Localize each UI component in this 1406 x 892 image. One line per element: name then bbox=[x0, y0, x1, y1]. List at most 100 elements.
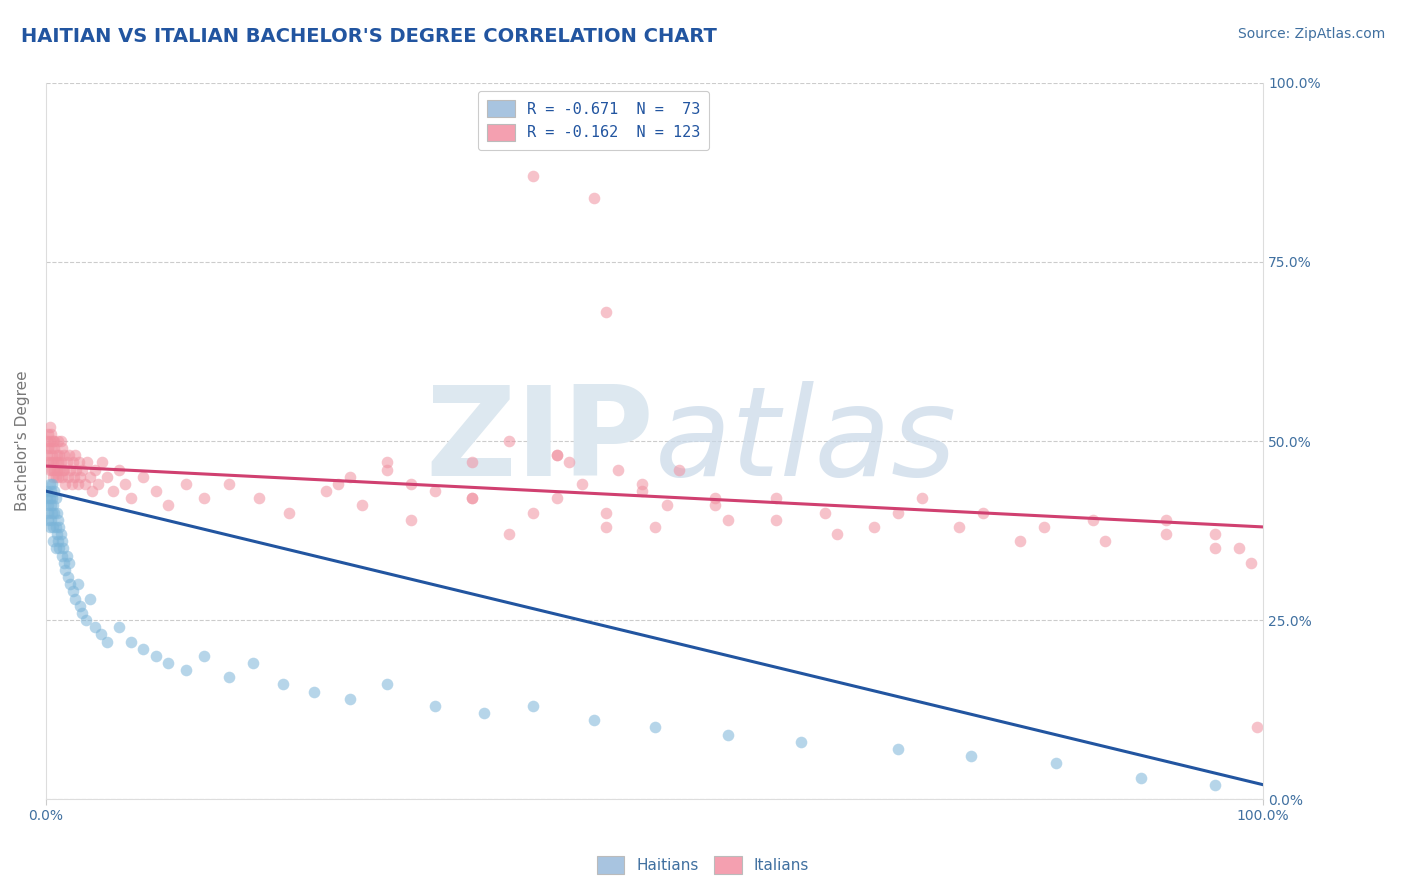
Point bbox=[91, 455, 114, 469]
Point bbox=[41, 463, 63, 477]
Legend: R = -0.671  N =  73, R = -0.162  N = 123: R = -0.671 N = 73, R = -0.162 N = 123 bbox=[478, 91, 710, 151]
Point bbox=[42, 520, 65, 534]
Point bbox=[339, 691, 361, 706]
Point bbox=[41, 448, 63, 462]
Point bbox=[38, 419, 60, 434]
Point bbox=[45, 448, 67, 462]
Point bbox=[69, 470, 91, 484]
Point bbox=[218, 670, 240, 684]
Point bbox=[352, 499, 374, 513]
Point bbox=[101, 484, 124, 499]
Point bbox=[37, 499, 59, 513]
Point bbox=[156, 656, 179, 670]
Point bbox=[193, 648, 215, 663]
Point bbox=[1154, 527, 1177, 541]
Point bbox=[45, 541, 67, 556]
Point bbox=[41, 477, 63, 491]
Point bbox=[972, 506, 994, 520]
Point bbox=[42, 455, 65, 469]
Point bbox=[704, 499, 727, 513]
Point bbox=[631, 477, 654, 491]
Point bbox=[51, 534, 73, 549]
Point bbox=[765, 513, 787, 527]
Point bbox=[114, 477, 136, 491]
Point bbox=[45, 491, 67, 506]
Point bbox=[37, 506, 59, 520]
Point bbox=[96, 634, 118, 648]
Point bbox=[39, 455, 62, 469]
Point bbox=[62, 584, 84, 599]
Point bbox=[132, 470, 155, 484]
Point bbox=[1154, 513, 1177, 527]
Point bbox=[607, 463, 630, 477]
Point bbox=[247, 491, 270, 506]
Point bbox=[887, 506, 910, 520]
Point bbox=[522, 698, 544, 713]
Point bbox=[37, 513, 59, 527]
Point bbox=[1204, 541, 1226, 556]
Point bbox=[120, 491, 142, 506]
Point bbox=[76, 455, 98, 469]
Point bbox=[174, 663, 197, 677]
Point bbox=[38, 477, 60, 491]
Point bbox=[39, 426, 62, 441]
Point bbox=[51, 441, 73, 455]
Point bbox=[87, 477, 110, 491]
Point bbox=[79, 591, 101, 606]
Point bbox=[218, 477, 240, 491]
Point bbox=[53, 463, 76, 477]
Point bbox=[46, 534, 69, 549]
Point bbox=[58, 556, 80, 570]
Point bbox=[108, 620, 131, 634]
Point bbox=[46, 455, 69, 469]
Point bbox=[668, 463, 690, 477]
Point bbox=[273, 677, 295, 691]
Point bbox=[595, 305, 617, 319]
Point bbox=[37, 455, 59, 469]
Point bbox=[1033, 520, 1056, 534]
Point bbox=[315, 484, 337, 499]
Point bbox=[41, 506, 63, 520]
Point bbox=[56, 570, 79, 584]
Point bbox=[38, 434, 60, 448]
Point bbox=[56, 470, 79, 484]
Point bbox=[38, 491, 60, 506]
Point bbox=[174, 477, 197, 491]
Point bbox=[42, 534, 65, 549]
Point bbox=[546, 448, 568, 462]
Point bbox=[48, 448, 70, 462]
Point bbox=[1094, 534, 1116, 549]
Point bbox=[82, 484, 104, 499]
Point bbox=[862, 520, 884, 534]
Point bbox=[48, 520, 70, 534]
Point bbox=[42, 434, 65, 448]
Point bbox=[655, 499, 678, 513]
Point bbox=[37, 491, 59, 506]
Point bbox=[132, 641, 155, 656]
Point bbox=[72, 606, 94, 620]
Point bbox=[45, 527, 67, 541]
Point bbox=[46, 470, 69, 484]
Point bbox=[66, 577, 89, 591]
Point bbox=[399, 477, 422, 491]
Point bbox=[42, 470, 65, 484]
Point bbox=[887, 742, 910, 756]
Point bbox=[49, 434, 72, 448]
Point bbox=[145, 484, 167, 499]
Point bbox=[38, 463, 60, 477]
Point bbox=[242, 656, 264, 670]
Point bbox=[278, 506, 301, 520]
Point bbox=[66, 477, 89, 491]
Point bbox=[46, 434, 69, 448]
Point bbox=[375, 455, 398, 469]
Point bbox=[1081, 513, 1104, 527]
Point bbox=[522, 506, 544, 520]
Point bbox=[326, 477, 349, 491]
Point bbox=[49, 455, 72, 469]
Point bbox=[49, 527, 72, 541]
Point bbox=[644, 721, 666, 735]
Point bbox=[58, 448, 80, 462]
Point bbox=[1204, 778, 1226, 792]
Point bbox=[75, 613, 97, 627]
Point bbox=[1240, 556, 1263, 570]
